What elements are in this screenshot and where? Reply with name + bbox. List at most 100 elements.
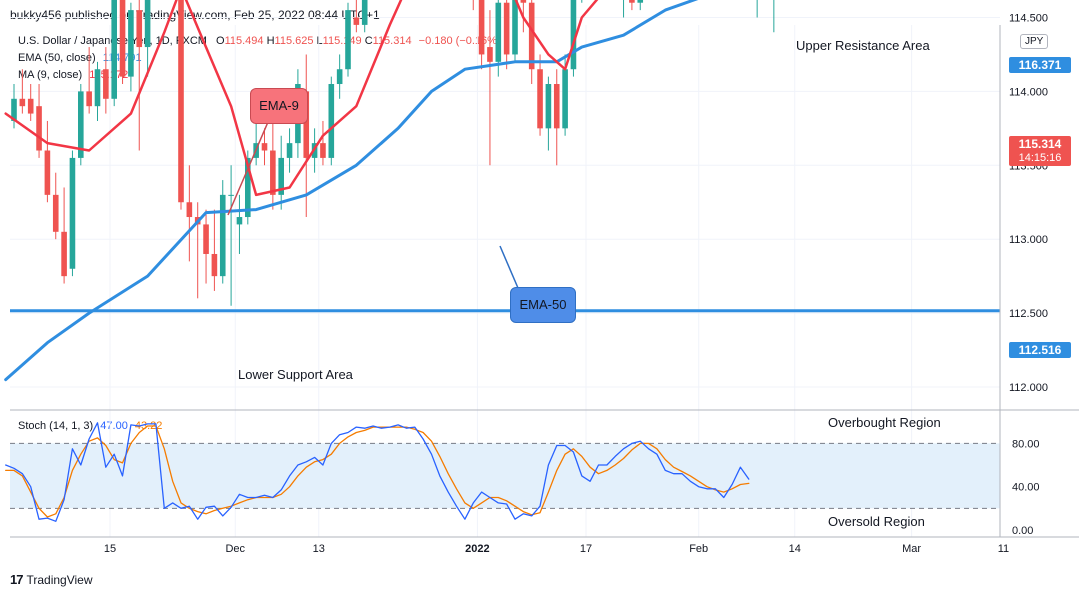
- candle-body: [228, 194, 234, 196]
- x-tick-label: 2022: [465, 543, 489, 555]
- x-tick-label: Dec: [225, 543, 245, 555]
- stoch-y-tick-label: 0.00: [1012, 525, 1033, 537]
- stoch-label: Stoch (14, 1, 3): [18, 420, 94, 432]
- x-tick-label: 15: [104, 543, 116, 555]
- ohlc-high-value: 115.625: [274, 35, 314, 47]
- ema9-callout-text: EMA-9: [259, 98, 299, 113]
- candle-body: [219, 194, 226, 277]
- publisher-line: bukky456 published on TradingView.com, F…: [10, 8, 380, 22]
- candle-body: [203, 224, 209, 254]
- resistance-price-label: 116.371: [1009, 57, 1071, 73]
- candle-body: [111, 0, 117, 99]
- x-tick-label: Mar: [902, 543, 921, 555]
- ema50-callout: EMA-50: [510, 287, 576, 323]
- candle-body: [629, 0, 635, 3]
- candle-body: [537, 69, 543, 129]
- ema-label: EMA (50, close): [18, 52, 96, 64]
- candle-body: [328, 84, 335, 158]
- candle-body: [61, 231, 67, 277]
- candle-body: [345, 10, 351, 70]
- candle-body: [503, 2, 510, 55]
- candle-body: [336, 69, 343, 85]
- candle-body: [236, 217, 243, 225]
- currency-badge[interactable]: JPY: [1020, 34, 1049, 49]
- x-tick-label: 14: [789, 543, 801, 555]
- candle-body: [320, 143, 326, 158]
- candle-body: [478, 0, 485, 55]
- ohlc-high-label: H: [266, 35, 275, 47]
- candle-body: [545, 84, 552, 129]
- y-tick-label: 113.000: [1009, 234, 1048, 246]
- candle-body: [103, 69, 109, 99]
- oversold-label: Oversold Region: [828, 514, 925, 529]
- ema9-callout-pointer: [227, 121, 269, 216]
- candle-body: [487, 47, 493, 62]
- candle-body: [119, 0, 126, 77]
- overbought-label: Overbought Region: [828, 415, 941, 430]
- y-tick-label: 114.000: [1009, 86, 1048, 98]
- tradingview-logo[interactable]: 17 TradingView: [10, 572, 93, 587]
- stoch-k-line: [5, 422, 750, 522]
- ema50-callout-pointer: [499, 245, 519, 289]
- ohlc-close-label: C: [364, 35, 373, 47]
- ohlc-open-label: O: [216, 35, 225, 47]
- candle-body: [361, 0, 368, 25]
- y-tick-label: 114.500: [1009, 13, 1048, 25]
- countdown-label: 14:15:16: [1009, 150, 1071, 166]
- candle-body: [270, 150, 276, 195]
- x-tick-label: 17: [580, 543, 592, 555]
- candle-body: [553, 84, 560, 129]
- candle-body: [637, 0, 644, 3]
- candle-body: [144, 0, 151, 48]
- candle-body: [178, 0, 184, 203]
- ma-label: MA (9, close): [18, 69, 83, 81]
- last-price-label: 115.314: [1009, 136, 1071, 152]
- ohlc-low-value: 115.149: [322, 35, 362, 47]
- candle-body: [570, 0, 577, 70]
- x-tick-label: Feb: [689, 543, 708, 555]
- candle-body: [353, 17, 360, 25]
- candle-body: [52, 194, 59, 232]
- candle-body: [211, 253, 218, 277]
- ema9-callout: EMA-9: [250, 88, 308, 124]
- stoch-band: [10, 443, 1000, 509]
- tv-logo-icon: 17: [10, 572, 24, 587]
- lower-support-label: Lower Support Area: [238, 367, 353, 382]
- candle-body: [303, 91, 310, 158]
- stoch-y-tick-label: 40.00: [1012, 482, 1040, 494]
- x-tick-label: 11: [998, 543, 1009, 555]
- candle-body: [520, 0, 527, 3]
- support-price-label: 112.516: [1009, 342, 1071, 358]
- candle-body: [512, 0, 518, 55]
- ema50-line: [4, 0, 699, 382]
- stoch-k-value: 47.00: [100, 420, 128, 432]
- candle-body: [19, 98, 26, 107]
- candle-body: [128, 10, 134, 77]
- candle-body: [27, 98, 34, 114]
- ohlc-low-label: L: [316, 35, 323, 47]
- ohlc-open-value: 115.494: [224, 35, 264, 47]
- candle-body: [36, 106, 42, 151]
- tv-brand-text: TradingView: [26, 572, 93, 587]
- x-tick-label: 13: [313, 543, 325, 555]
- candle-body: [562, 69, 568, 129]
- candle-body: [86, 91, 92, 107]
- candle-body: [186, 202, 193, 218]
- candle-body: [11, 98, 17, 121]
- candle-body: [78, 91, 84, 158]
- candle-body: [286, 143, 293, 158]
- candle-body: [136, 10, 143, 48]
- candle-body: [44, 150, 51, 195]
- stoch-y-tick-label: 80.00: [1012, 438, 1040, 450]
- candle-body: [69, 157, 76, 269]
- candle-body: [261, 143, 268, 151]
- candle-body: [528, 2, 535, 70]
- y-tick-label: 112.000: [1009, 382, 1048, 394]
- upper-resistance-label: Upper Resistance Area: [796, 38, 930, 53]
- candle-body: [278, 157, 284, 195]
- y-tick-label: 112.500: [1009, 308, 1048, 320]
- candle-body: [245, 157, 251, 218]
- ema50-callout-text: EMA-50: [519, 297, 567, 312]
